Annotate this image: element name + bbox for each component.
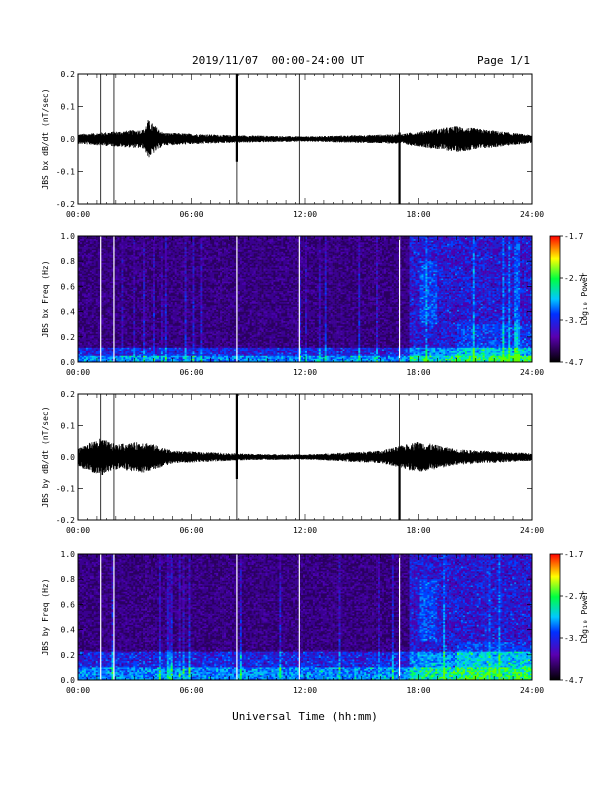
x-tick-label: 24:00: [520, 210, 544, 219]
x-tick-label: 00:00: [66, 210, 90, 219]
panel-2: [78, 236, 563, 362]
x-tick-label: 12:00: [293, 210, 317, 219]
y-tick-label: 0.2: [61, 70, 76, 79]
y-tick-label: 0.0: [61, 135, 76, 144]
y-tick-label: 0.1: [61, 103, 76, 112]
y-tick-label: -0.1: [56, 168, 75, 177]
x-tick-label: 18:00: [406, 210, 430, 219]
x-tick-label: 06:00: [179, 210, 203, 219]
panel-1: [78, 74, 532, 204]
y-axis-label: JBS bx dB/dt (nT/sec): [41, 88, 50, 189]
waveform-trace: [78, 120, 532, 157]
y-tick-label: -0.2: [56, 200, 75, 209]
